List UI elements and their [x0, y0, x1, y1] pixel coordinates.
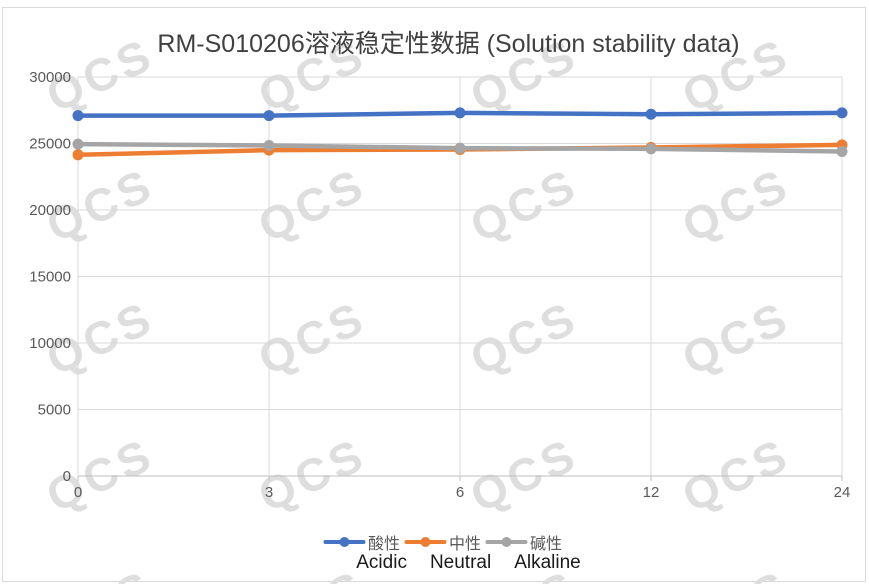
legend-line-marker-icon	[403, 537, 446, 548]
chart-title: RM-S010206溶液稳定性数据 (Solution stability da…	[157, 30, 740, 58]
y-tick-label: 10000	[29, 335, 71, 352]
x-tick-label: 6	[456, 484, 464, 501]
data-point-alkaline	[836, 145, 848, 157]
data-point-acidic	[836, 107, 848, 119]
legend-english-label: Neutral	[429, 552, 492, 573]
data-point-acidic	[72, 110, 84, 122]
data-point-alkaline	[263, 139, 275, 151]
legend-line-marker-icon	[485, 537, 528, 548]
legend-item-neutral: 中性	[403, 530, 482, 554]
chart-border	[2, 7, 866, 582]
legend-item-label: 碱性	[530, 536, 563, 553]
x-tick-label: 0	[74, 484, 82, 501]
data-point-alkaline	[72, 138, 84, 150]
y-tick-label: 15000	[29, 269, 71, 286]
x-tick-label: 3	[265, 484, 273, 501]
data-point-alkaline	[645, 143, 657, 155]
data-point-acidic	[454, 107, 466, 119]
x-tick-label: 12	[643, 484, 660, 501]
data-point-alkaline	[454, 142, 466, 154]
y-tick-label: 30000	[29, 69, 71, 86]
legend-item-alkaline: 碱性	[485, 530, 562, 554]
x-tick-label: 24	[834, 484, 851, 501]
legend: 酸性 中性 碱性	[321, 530, 564, 554]
y-tick-label: 25000	[29, 136, 71, 153]
legend-english-labels: Acidic Neutral Alkaline	[356, 552, 580, 574]
legend-line-marker-icon	[322, 537, 365, 548]
y-tick-label: 0	[63, 468, 71, 485]
legend-english-label: Alkaline	[514, 552, 581, 573]
legend-english-label: Acidic	[356, 552, 407, 573]
legend-item-label: 酸性	[367, 536, 400, 553]
y-tick-label: 5000	[38, 402, 71, 419]
legend-item-acidic: 酸性	[322, 530, 400, 554]
data-point-neutral	[72, 149, 84, 161]
data-point-acidic	[263, 110, 275, 122]
data-point-acidic	[645, 108, 657, 120]
legend-item-label: 中性	[448, 536, 482, 553]
y-tick-label: 20000	[29, 202, 71, 219]
